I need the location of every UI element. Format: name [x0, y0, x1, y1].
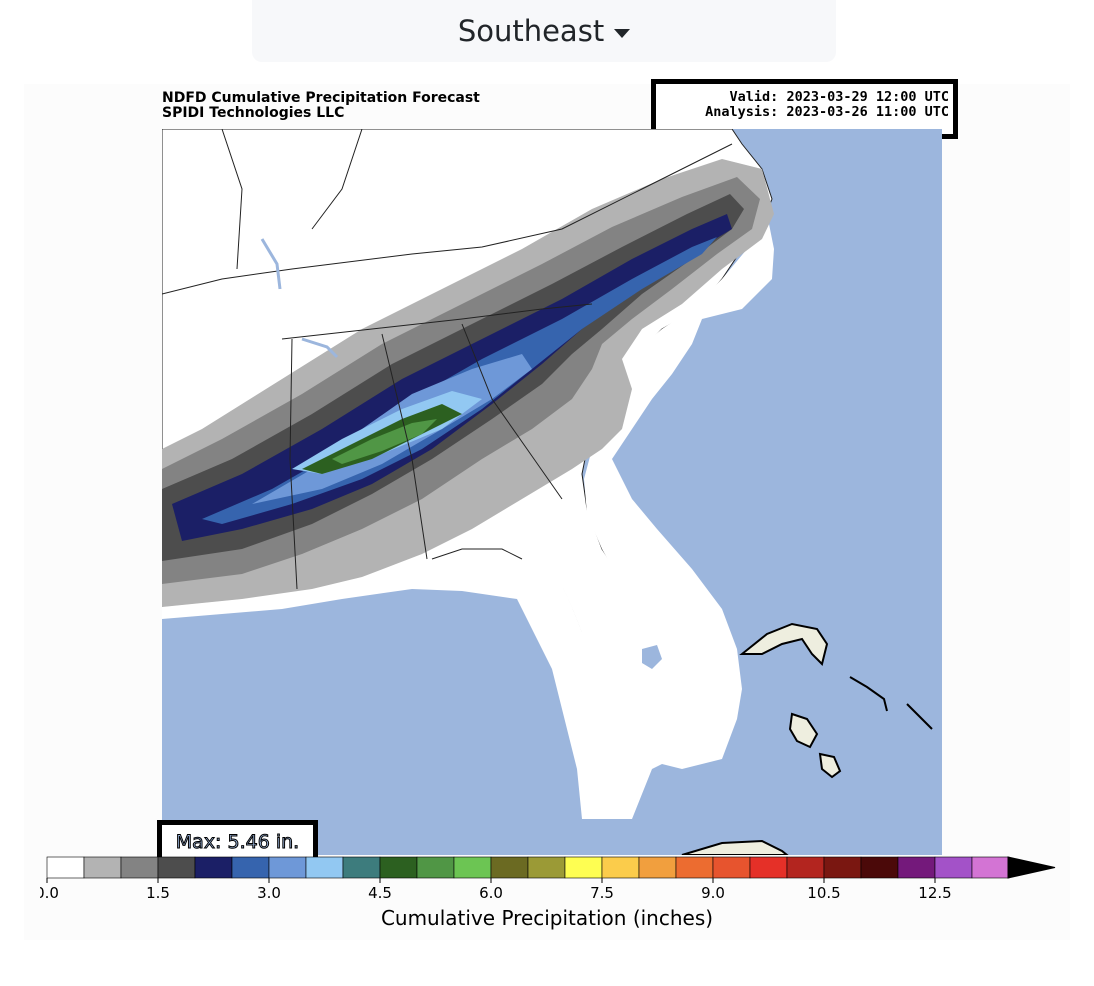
colorbar-cell — [305, 856, 344, 879]
precipitation-map[interactable] — [162, 129, 942, 855]
colorbar-cell — [971, 856, 1010, 879]
colorbar-cell — [527, 856, 566, 879]
colorbar-tick-label: 3.0 — [257, 884, 281, 900]
colorbar-cell — [897, 856, 936, 879]
colorbar-cell — [83, 856, 122, 879]
analysis-time: Analysis: 2023-03-26 11:00 UTC — [705, 104, 949, 120]
colorbar-cell — [490, 856, 529, 879]
colorbar-cell — [342, 856, 381, 879]
colorbar-cell — [379, 856, 418, 879]
colorbar-cell — [564, 856, 603, 879]
colorbar-tick-label: 0.0 — [40, 884, 59, 900]
colorbar-cell — [712, 856, 751, 879]
colorbar-tick-label: 9.0 — [701, 884, 725, 900]
colorbar-tick-label: 6.0 — [479, 884, 503, 900]
colorbar-cell — [194, 856, 233, 879]
colorbar-cell — [675, 856, 714, 879]
colorbar-tick-label: 1.5 — [146, 884, 170, 900]
precip-band-green — [332, 419, 437, 464]
colorbar-cell — [823, 856, 862, 879]
colorbar-cell — [231, 856, 270, 879]
colorbar-cell — [934, 856, 973, 879]
colorbar-extend-arrow — [1007, 856, 1056, 879]
island-bahamas-5 — [906, 703, 933, 730]
colorbar-cell — [453, 856, 492, 879]
colorbar-ticks: 0.0 1.5 3.0 4.5 6.0 7.5 9.0 10.5 12.5 — [40, 878, 952, 900]
river-2 — [301, 337, 339, 359]
colorbar-tick-label: 12.5 — [918, 884, 951, 900]
colorbar-cell — [157, 856, 196, 879]
river — [260, 238, 282, 290]
colorbar-cell — [860, 856, 899, 879]
colorbar-cell — [601, 856, 640, 879]
colorbar-cell — [749, 856, 788, 879]
colorbar-tick-label: 4.5 — [368, 884, 392, 900]
map-title-line2: SPIDI Technologies LLC — [162, 105, 345, 121]
region-dropdown[interactable]: Southeast — [252, 0, 836, 62]
state-borders — [162, 129, 733, 590]
lake — [642, 645, 662, 669]
colorbar-tick-label: 10.5 — [807, 884, 840, 900]
colorbar-cell — [638, 856, 677, 879]
valid-time: Valid: 2023-03-29 12:00 UTC — [729, 89, 949, 105]
island-bahamas-2 — [788, 712, 819, 749]
precip-low-buffer — [162, 164, 774, 819]
colorbar-cell — [46, 856, 85, 879]
colorbar-label: Cumulative Precipitation (inches) — [380, 906, 714, 930]
colorbar-tick-label: 7.5 — [590, 884, 614, 900]
island-bahamas-1 — [739, 622, 829, 666]
colorbar-cell — [120, 856, 159, 879]
island-bahamas-3 — [818, 752, 842, 779]
map-title-line1: NDFD Cumulative Precipitation Forecast — [162, 90, 480, 106]
colorbar-cell — [268, 856, 307, 879]
caret-down-icon — [614, 28, 631, 38]
colorbar-cell — [786, 856, 825, 879]
colorbar-cell — [416, 856, 455, 879]
island-bahamas-4 — [849, 676, 888, 712]
island-cuba — [681, 839, 789, 855]
region-dropdown-label: Southeast — [457, 14, 605, 48]
colorbar-cells — [46, 856, 1010, 879]
colorbar: 0.0 1.5 3.0 4.5 6.0 7.5 9.0 10.5 12.5 — [40, 856, 1056, 900]
map-title: NDFD Cumulative Precipitation Forecast S… — [162, 91, 480, 121]
